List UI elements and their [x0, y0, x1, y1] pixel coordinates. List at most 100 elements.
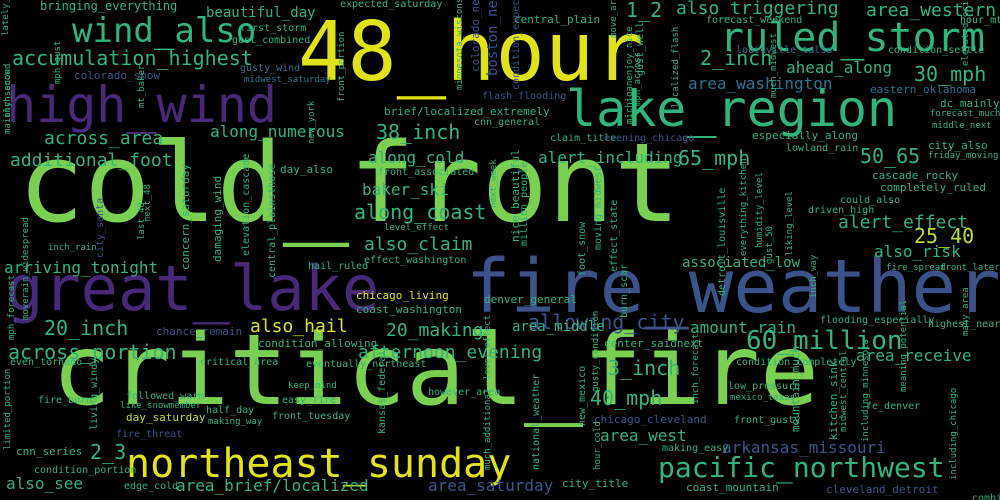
cloud-word: effect_state: [609, 199, 620, 272]
cloud-word: forecast_weekend: [706, 15, 803, 26]
cloud-word: kitchen_sink: [827, 360, 840, 440]
cloud-word: condition_settle: [888, 45, 985, 56]
cloud-word: moverain_widespread: [21, 217, 31, 320]
cloud-word: louisville_tulsa: [736, 45, 833, 56]
cloud-word: half_day: [206, 405, 255, 416]
cloud-word: 65_mph: [678, 146, 751, 170]
cloud-word: wind_also: [72, 11, 257, 51]
cloud-word: colorado_new: [469, 0, 482, 72]
cloud-word: 1_2: [626, 0, 663, 22]
cloud-word: boston_new: [485, 0, 501, 76]
cloud-word: colorado_snow: [74, 69, 161, 82]
cloud-word: hour_mt: [960, 15, 1000, 26]
cloud-word: fe_denver: [866, 401, 921, 412]
cloud-word: limited_portion: [3, 368, 13, 450]
cloud-word: 2_3: [90, 440, 127, 464]
cloud-word: everything_kitchen: [739, 158, 749, 256]
cloud-word: driven_high: [808, 205, 875, 216]
cloud-word: edge_cold: [124, 481, 179, 492]
cloud-word: damaging_wind: [211, 175, 224, 262]
cloud-word: coast_mountain: [686, 481, 779, 494]
cloud-word: combined_humidity: [972, 493, 1000, 500]
cloud-word: ruled_storm: [720, 15, 985, 61]
cloud-word: 20_making: [386, 320, 484, 341]
cloud-word: million_people: [519, 161, 530, 246]
cloud-word: especially_along: [752, 129, 858, 142]
cloud-word: across_area: [44, 128, 164, 149]
cloud-word: along_coast: [354, 200, 487, 224]
cloud-word: fire_spread: [886, 263, 946, 273]
cloud-word: 38_inch: [376, 120, 461, 144]
cloud-word: midwest_central: [839, 350, 849, 432]
cloud-word: critical_area: [200, 357, 279, 368]
cloud-word: along_numerous: [210, 122, 345, 141]
cloud-word: 25_40: [914, 224, 975, 248]
cloud-word: 50_65: [860, 144, 921, 168]
cloud-word: cold_front: [18, 119, 681, 247]
cloud-word: friday_moving: [928, 151, 999, 161]
cloud-word: bringing_everything: [40, 0, 178, 13]
cloud-word: 60_million: [746, 326, 903, 356]
cloud-word: however_area: [428, 387, 501, 398]
cloud-word: gust_combined: [232, 35, 311, 46]
cloud-word: amount_rain: [690, 318, 796, 337]
cloud-word: concern_saturday: [179, 164, 192, 270]
cloud-word: new_york: [307, 100, 317, 144]
cloud-word: flooding_especially: [820, 315, 935, 326]
cloud-word: move_area: [609, 0, 619, 38]
cloud-word: liking_level: [785, 190, 795, 256]
cloud-word: gust_50: [765, 226, 775, 264]
cloud-word: cnn_general: [474, 117, 541, 128]
cloud-word: kansas_federal: [377, 349, 388, 434]
cloud-word: elevation_cascade: [241, 153, 252, 256]
cloud-word: also_hail: [250, 316, 348, 337]
cloud-word: chance_remain: [156, 325, 243, 338]
cloud-word: flash_flooding: [482, 91, 567, 102]
cloud-word: 20_inch: [44, 316, 129, 340]
cloud-word: living_windy: [89, 357, 100, 430]
cloud-word: chicago_cleveland: [594, 413, 707, 426]
cloud-word: midwest_saturday: [244, 75, 331, 85]
cloud-word: associated_low: [682, 255, 801, 271]
cloud-word: condition_expected: [511, 0, 522, 90]
cloud-word: lake_region: [566, 80, 898, 138]
cloud-word: fire_threat: [116, 429, 183, 440]
cloud-word: keep_mind: [288, 381, 337, 391]
cloud-word: dc_mainly: [940, 97, 1000, 110]
cloud-word: across_portion: [8, 340, 177, 364]
cloud-word: front_later: [940, 263, 1000, 273]
cloud-word: gusty_condition: [591, 310, 601, 392]
cloud-word: first_storm: [240, 23, 307, 34]
cloud-word: completely_ruled: [880, 181, 986, 194]
cloud-word: inch_way: [809, 254, 819, 298]
cloud-word: expected_saturday: [340, 0, 443, 10]
cloud-word: effect_washington: [364, 255, 467, 266]
cloud-word: area_washington: [688, 74, 833, 93]
cloud-word: city_santa: [95, 197, 106, 258]
cloud-word: coast_washington: [356, 303, 462, 316]
cloud-word: level_effect: [384, 223, 450, 233]
cloud-word: baker_ski: [362, 180, 449, 199]
cloud-word: front_gusty: [734, 415, 801, 426]
cloud-word: also_risk: [874, 242, 961, 261]
cloud-word: hail_ruled: [308, 261, 369, 272]
cloud-word: even_tornado: [10, 357, 83, 368]
cloud-word: additional_foot: [10, 150, 173, 171]
cloud-word: elevated_critical: [961, 0, 971, 66]
cloud-word: pacific_northwest: [658, 451, 945, 484]
cloud-word: gusty_wind: [240, 63, 301, 74]
cloud-word: critical_fire: [52, 314, 820, 428]
cloud-word: level_effect: [483, 314, 493, 380]
cloud-word: condition_allowing: [258, 337, 378, 350]
cloud-word: mountain_much: [789, 345, 802, 432]
cloud-word: eastern_oklahoma: [870, 83, 976, 96]
cloud-word: fire_weather: [466, 244, 1000, 330]
cloud-word: mt_baker: [137, 64, 147, 108]
cloud-word: area_receive: [856, 346, 972, 365]
cloud-word: condition_portion: [34, 465, 137, 476]
cloud-word: many_area: [961, 287, 971, 336]
cloud-word: cascade_rocky: [872, 169, 959, 182]
cloud-word: condition_completely: [736, 357, 857, 368]
cloud-word: chicago_living: [356, 289, 449, 302]
